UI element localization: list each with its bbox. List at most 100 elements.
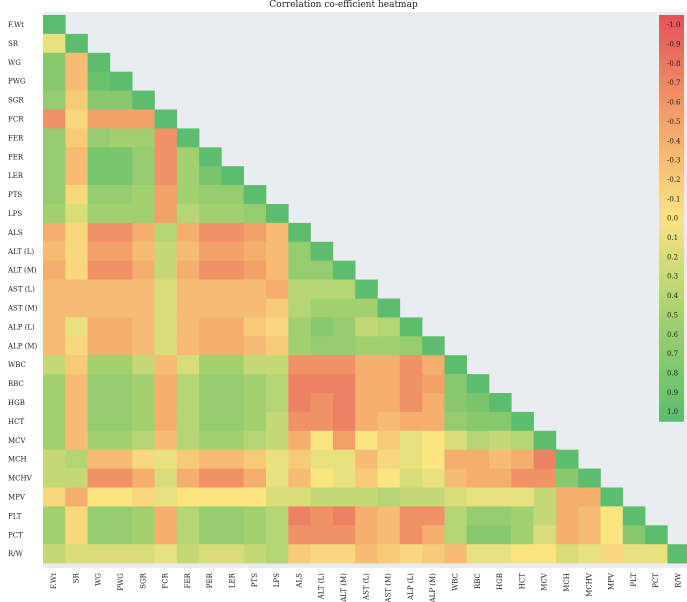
colorbar-tick-label: 0.9: [667, 389, 678, 397]
heatmap-cell-25-16: [399, 487, 423, 507]
column-label: LPS: [273, 573, 281, 587]
heatmap-cell-7-1: [65, 147, 88, 167]
heatmap-cell-26-1: [65, 506, 88, 526]
colorbar-band: [659, 70, 684, 77]
heatmap-cell-7-7: [199, 147, 222, 167]
heatmap-cell-24-7: [199, 468, 222, 488]
heatmap-cell-25-3: [109, 487, 133, 507]
heatmap-cell-9-6: [176, 185, 200, 205]
row-label: SR: [8, 40, 19, 48]
heatmap-cell-16-3: [109, 317, 133, 337]
heatmap-cell-16-10: [266, 317, 289, 337]
heatmap-cell-22-17: [422, 430, 445, 450]
heatmap-cell-26-20: [489, 506, 512, 526]
heatmap-cell-20-16: [399, 393, 423, 413]
heatmap-cell-4-4: [132, 90, 155, 110]
heatmap-cell-12-11: [288, 241, 311, 261]
heatmap-cell-23-13: [332, 449, 356, 469]
column-label: RBC: [474, 573, 482, 589]
heatmap-cell-15-9: [243, 298, 267, 318]
heatmap-cell-16-4: [132, 317, 155, 337]
heatmap-cell-21-2: [87, 411, 111, 432]
row-label: LPS: [8, 210, 22, 218]
heatmap-cell-26-15: [377, 506, 401, 526]
colorbar-band: [659, 55, 684, 62]
heatmap-cell-16-15: [377, 317, 401, 337]
heatmap-cell-20-14: [355, 393, 378, 413]
colorbar-band: [659, 314, 684, 321]
heatmap-cell-5-3: [109, 109, 133, 129]
column-label: PCT: [652, 573, 660, 588]
column-label: WG: [95, 573, 103, 586]
heatmap-cell-24-10: [266, 468, 289, 488]
heatmap-cell-21-16: [399, 411, 423, 432]
colorbar-band: [659, 345, 684, 351]
heatmap-cell-6-6: [176, 128, 200, 148]
colorbar-tick-label: -0.2: [667, 176, 681, 184]
heatmap-cell-25-10: [266, 487, 289, 507]
heatmap-cell-27-22: [533, 525, 557, 545]
column-label: PWG: [117, 573, 125, 591]
heatmap-cell-18-9: [243, 355, 267, 375]
heatmap-cell-21-1: [65, 411, 88, 432]
heatmap-cell-12-3: [109, 241, 133, 261]
heatmap-cell-9-1: [65, 185, 88, 205]
heatmap-cell-5-5: [154, 109, 178, 129]
heatmap-cell-17-3: [109, 336, 133, 356]
heatmap-cell-22-11: [288, 430, 311, 450]
row-label: FER: [8, 134, 24, 142]
heatmap-cell-27-6: [176, 525, 200, 545]
heatmap-cell-28-16: [399, 544, 423, 564]
colorbar-band: [659, 75, 684, 82]
colorbar-tick-label: 0.6: [667, 331, 679, 339]
heatmap-cell-20-18: [444, 393, 467, 413]
colorbar-band: [659, 116, 684, 123]
heatmap-cell-10-2: [87, 204, 111, 224]
colorbar-band: [659, 187, 684, 194]
heatmap-cell-20-4: [132, 393, 155, 413]
heatmap-cell-18-5: [154, 355, 178, 375]
heatmap-cell-7-6: [176, 147, 200, 167]
heatmap-cell-4-1: [65, 90, 88, 110]
colorbar-band: [659, 172, 684, 178]
heatmap-cell-17-17: [422, 336, 445, 356]
colorbar-band: [659, 182, 684, 189]
heatmap-cell-27-23: [555, 525, 579, 545]
colorbar-band: [659, 208, 684, 214]
heatmap-cell-18-18: [444, 355, 467, 375]
heatmap-cell-19-8: [221, 374, 244, 394]
heatmap-cell-28-21: [511, 544, 534, 564]
heatmap-cell-24-5: [154, 468, 178, 488]
heatmap-cell-28-24: [578, 544, 601, 564]
heatmap-cell-12-2: [87, 241, 111, 261]
heatmap-cell-26-3: [109, 506, 133, 526]
heatmap-cell-17-0: [43, 336, 66, 356]
heatmap-cell-25-22: [533, 487, 557, 507]
heatmap-cell-23-4: [132, 449, 155, 469]
colorbar-band: [659, 233, 684, 239]
heatmap-cell-12-12: [310, 241, 334, 261]
heatmap-cell-26-14: [355, 506, 378, 526]
heatmap-cell-15-7: [199, 298, 222, 318]
heatmap-cell-23-12: [310, 449, 334, 469]
row-label: FCR: [8, 115, 24, 123]
column-label: FER: [184, 572, 192, 588]
heatmap-cell-25-8: [221, 487, 244, 507]
heatmap-cell-11-4: [132, 222, 155, 243]
heatmap-cell-13-9: [243, 260, 267, 280]
colorbar-tick-label: -0.8: [667, 60, 681, 68]
heatmap-cell-26-11: [288, 506, 311, 526]
heatmap-cell-8-5: [154, 166, 178, 186]
heatmap-cell-18-17: [422, 355, 445, 375]
column-label: HCT: [518, 573, 526, 589]
heatmap-cell-18-11: [288, 355, 311, 375]
heatmap-cell-19-7: [199, 374, 222, 394]
column-label: AST (M): [385, 573, 393, 602]
heatmap-cell-12-4: [132, 241, 155, 261]
heatmap-cell-16-12: [310, 317, 334, 337]
heatmap-cell-12-5: [154, 241, 178, 261]
heatmap-cell-17-4: [132, 336, 155, 356]
heatmap-cell-21-10: [266, 411, 289, 432]
heatmap-cell-28-22: [533, 544, 557, 564]
heatmap-cell-27-14: [355, 525, 378, 545]
